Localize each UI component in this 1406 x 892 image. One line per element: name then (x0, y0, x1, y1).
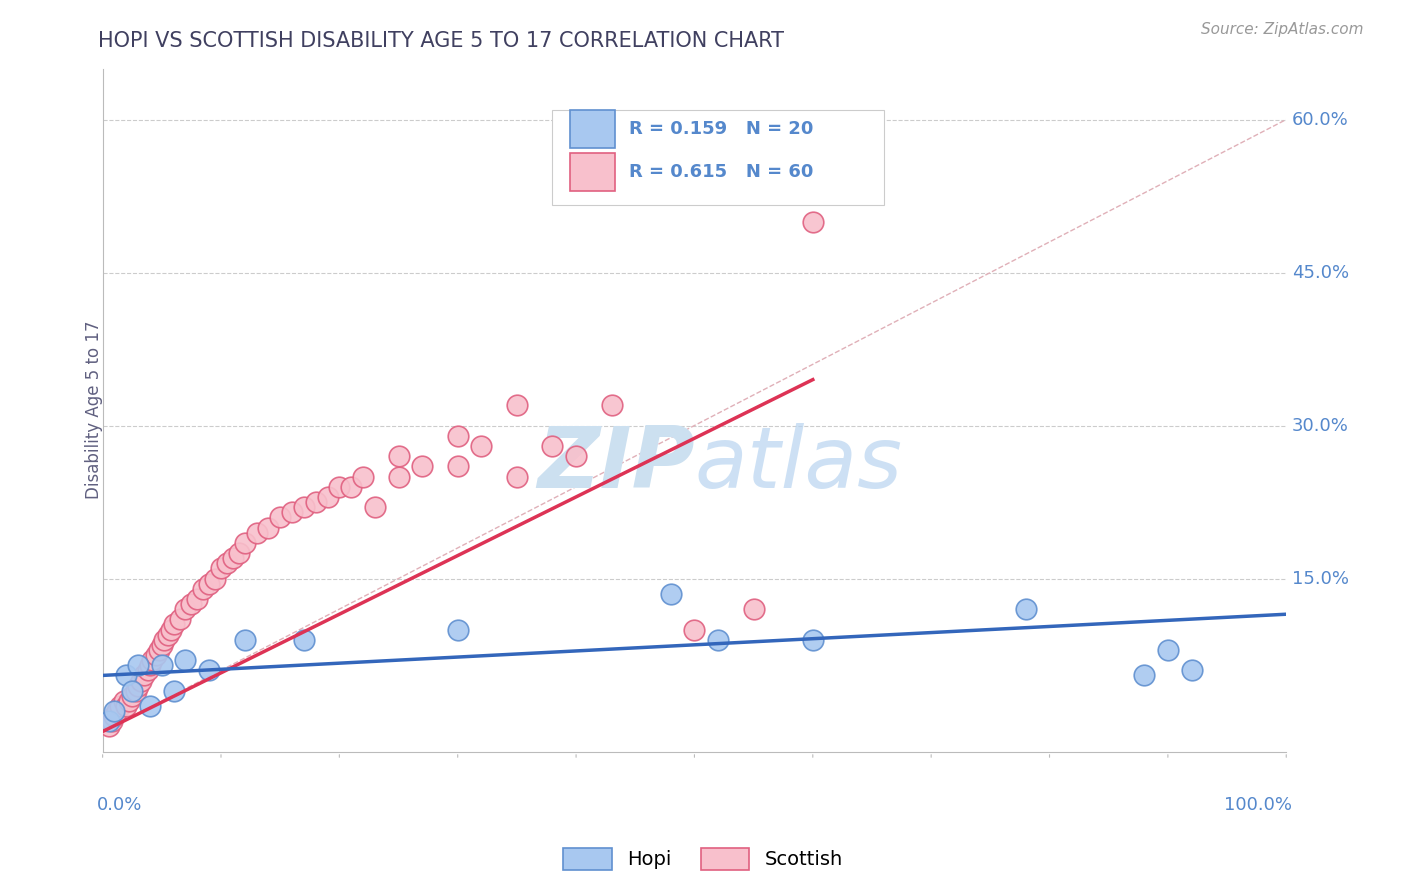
Point (565, 449, 588, 463)
Point (215, 556, 238, 570)
Point (118, 694, 141, 708)
Point (115, 698, 138, 713)
Point (127, 658, 149, 673)
Point (233, 632, 256, 647)
Point (292, 500, 315, 515)
Point (269, 510, 291, 524)
Point (174, 653, 197, 667)
Point (193, 582, 215, 596)
Point (233, 536, 256, 550)
Point (198, 663, 221, 677)
Point (129, 673, 152, 688)
Point (101, 714, 124, 729)
Point (163, 617, 186, 632)
Text: Source: ZipAtlas.com: Source: ZipAtlas.com (1201, 22, 1364, 37)
Point (1157, 643, 1180, 657)
Point (340, 480, 363, 494)
Point (132, 668, 155, 682)
Point (125, 683, 148, 698)
Point (1180, 663, 1202, 677)
Point (659, 587, 682, 601)
Point (127, 679, 149, 693)
Y-axis label: Disability Age 5 to 17: Disability Age 5 to 17 (86, 321, 103, 500)
Point (222, 551, 245, 566)
Point (281, 505, 304, 519)
Point (801, 214, 824, 228)
Point (292, 632, 315, 647)
Point (541, 439, 564, 453)
Point (97, 714, 120, 729)
FancyBboxPatch shape (553, 110, 884, 205)
Point (447, 623, 470, 637)
Point (139, 658, 162, 673)
Point (328, 480, 350, 494)
Point (141, 653, 163, 667)
Point (600, 398, 623, 412)
Point (228, 546, 250, 560)
Point (387, 469, 409, 483)
Point (174, 602, 197, 616)
Point (506, 469, 529, 483)
Text: R = 0.615   N = 60: R = 0.615 N = 60 (630, 163, 814, 181)
Point (139, 698, 162, 713)
Point (160, 623, 183, 637)
Point (112, 694, 135, 708)
Point (156, 627, 179, 641)
Point (121, 683, 143, 698)
Text: 0.0%: 0.0% (97, 797, 142, 814)
Text: 30.0%: 30.0% (1292, 417, 1348, 434)
Text: 15.0%: 15.0% (1292, 569, 1350, 588)
Text: 100.0%: 100.0% (1225, 797, 1292, 814)
Point (153, 632, 176, 647)
Point (245, 525, 267, 540)
Text: ZIP: ZIP (537, 424, 695, 507)
Point (121, 689, 143, 703)
Point (801, 632, 824, 647)
Point (1133, 668, 1156, 682)
Point (447, 459, 470, 474)
Point (115, 668, 138, 682)
Point (136, 663, 159, 677)
Point (305, 495, 328, 509)
Point (470, 439, 492, 453)
FancyBboxPatch shape (571, 111, 616, 148)
Point (257, 520, 280, 534)
Point (180, 597, 202, 611)
Point (411, 459, 433, 474)
Point (148, 643, 170, 657)
Point (103, 704, 125, 718)
Text: atlas: atlas (695, 424, 903, 507)
Point (105, 704, 128, 718)
Text: R = 0.159   N = 20: R = 0.159 N = 20 (630, 120, 814, 138)
Point (506, 398, 529, 412)
Point (204, 572, 226, 586)
Point (364, 500, 387, 515)
Point (209, 561, 232, 575)
Point (352, 469, 374, 483)
FancyBboxPatch shape (571, 153, 616, 191)
Point (683, 623, 706, 637)
Point (110, 698, 132, 713)
Point (1015, 602, 1038, 616)
Text: HOPI VS SCOTTISH DISABILITY AGE 5 TO 17 CORRELATION CHART: HOPI VS SCOTTISH DISABILITY AGE 5 TO 17 … (98, 31, 785, 51)
Point (316, 490, 339, 504)
Point (103, 709, 125, 723)
Point (186, 591, 208, 606)
Point (169, 612, 191, 626)
Point (150, 638, 173, 652)
Text: 60.0%: 60.0% (1292, 111, 1348, 128)
Point (447, 428, 470, 442)
Point (742, 602, 765, 616)
Text: 45.0%: 45.0% (1292, 263, 1350, 282)
Point (97, 719, 120, 733)
Point (387, 449, 409, 463)
Point (163, 683, 186, 698)
Legend: Hopi, Scottish: Hopi, Scottish (555, 839, 851, 878)
Point (198, 576, 221, 591)
Point (707, 632, 730, 647)
Point (150, 658, 173, 673)
Point (145, 648, 167, 662)
